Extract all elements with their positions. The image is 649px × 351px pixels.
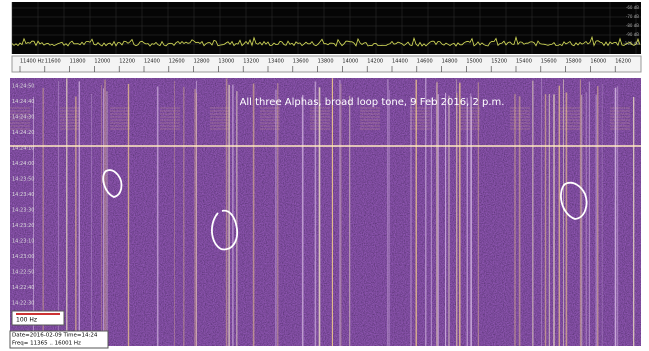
screenshot: -60 dB-70 dB-80 dB-90 dB-100 dB 11400 Hz… [0,0,649,351]
freq-label: 13000 [218,59,234,65]
freq-label: 14800 [442,59,458,65]
time-label: 14:23:40 [12,192,34,198]
freq-label: 12000 [94,59,110,65]
time-label: 14:23:50 [12,177,34,183]
freq-label: 14000 [342,59,358,65]
freq-label: 15200 [491,59,507,65]
freq-label: 12800 [194,59,210,65]
time-label: 14:24:20 [12,130,34,136]
freq-label: 16000 [590,59,606,65]
time-label: 14:24:30 [12,115,34,121]
freq-label: 12600 [169,59,185,65]
time-label: 14:22:50 [12,270,34,276]
freq-label: 14400 [392,59,408,65]
freq-label: 12400 [144,59,160,65]
freq-label: 15400 [516,59,532,65]
time-label: 14:23:30 [12,208,34,214]
freq-label: 15600 [541,59,557,65]
time-label: 14:24:00 [12,161,34,167]
db-label: -90 dB [626,32,639,37]
freq-label: 14600 [417,59,433,65]
freq-label: 13200 [243,59,259,65]
time-label: 14:22:30 [12,301,34,307]
db-label: -60 dB [626,5,639,10]
freq-label: 11600 [45,59,61,65]
annotation: All three Alphas, broad loop tone, 9 Feb… [240,97,505,108]
freq-label: 13800 [318,59,334,65]
freq-label: 11800 [70,59,86,65]
info-line: Date=2016-02-09 Time=14:24 [12,333,98,339]
time-label: 14:22:40 [12,285,34,291]
freq-label: 11400 Hz [20,59,44,65]
freq-label: 15800 [566,59,582,65]
time-label: 14:23:10 [12,239,34,245]
scale-label: 100 Hz [16,317,37,324]
time-label: 14:23:20 [12,223,34,229]
info-line: Freq= 11365 .. 16001 Hz [12,341,81,347]
freq-label: 13600 [293,59,309,65]
freq-label: 14200 [367,59,383,65]
freq-label: 16200 [615,59,631,65]
db-label: -70 dB [626,14,639,19]
time-label: 14:24:40 [12,99,34,105]
db-label: -80 dB [626,23,639,28]
time-label: 14:23:00 [12,254,34,260]
freq-label: 12200 [119,59,135,65]
spectrum-panel [12,2,641,54]
freq-label: 15000 [466,59,482,65]
freq-label: 13400 [268,59,284,65]
time-label: 14:24:50 [12,84,34,90]
